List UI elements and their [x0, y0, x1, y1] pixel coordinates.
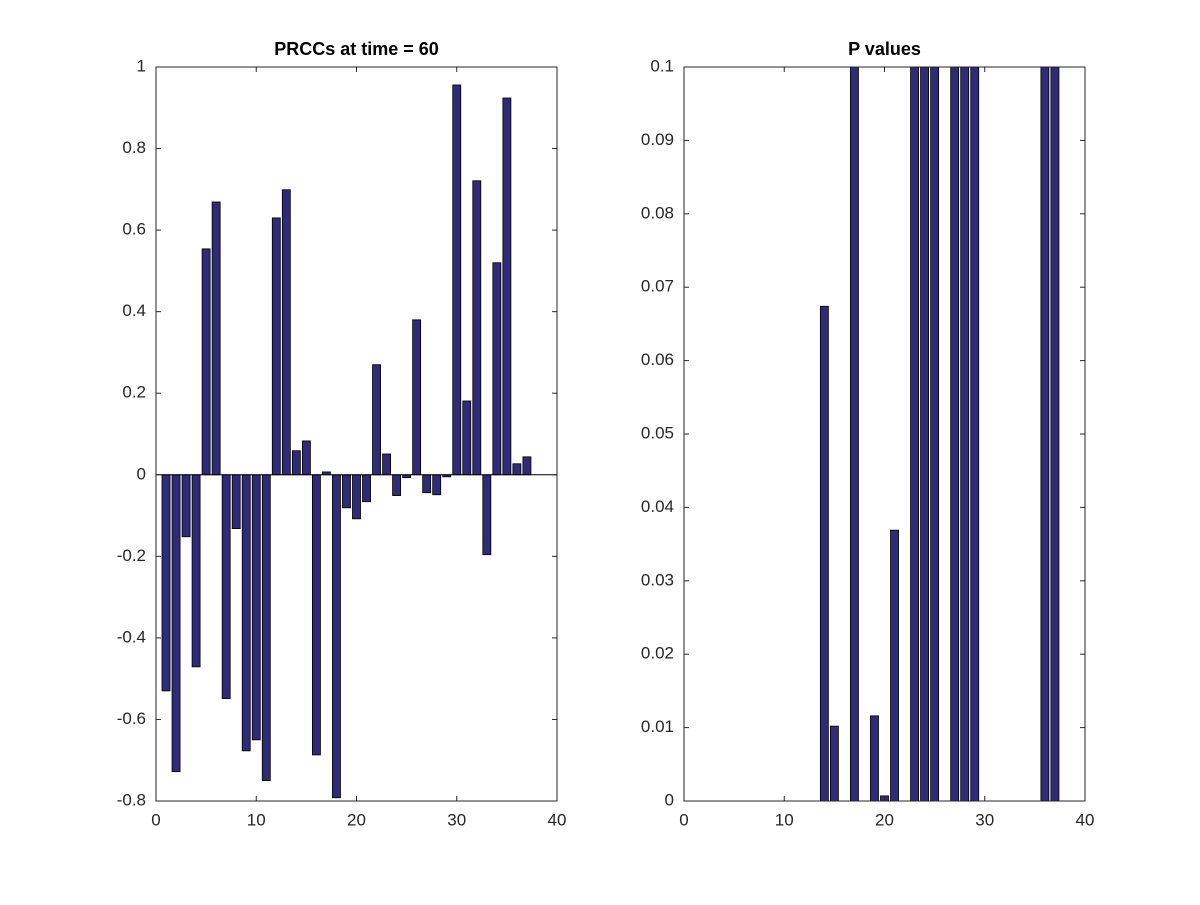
x-tick-label: 30	[447, 810, 466, 829]
bar	[472, 180, 482, 476]
bar	[311, 474, 321, 756]
y-tick-label: 0.4	[122, 301, 146, 320]
bar	[970, 67, 980, 801]
bar	[482, 474, 492, 556]
bar	[829, 725, 839, 801]
bar	[171, 474, 181, 773]
bar	[301, 440, 311, 476]
y-tick-label: 0	[137, 464, 146, 483]
bar	[352, 474, 361, 520]
x-tick-label: 30	[975, 810, 994, 829]
bar	[231, 474, 241, 530]
y-tick-label: 0.02	[641, 644, 674, 663]
bar	[362, 474, 371, 503]
y-tick-label: 0.05	[641, 423, 674, 442]
bar	[211, 201, 221, 476]
bar	[181, 474, 191, 538]
bar	[251, 474, 261, 741]
bar	[850, 67, 859, 801]
y-tick-label: -0.8	[117, 790, 146, 809]
bars	[819, 67, 1060, 801]
y-tick-label: 0.09	[641, 130, 674, 149]
bar	[372, 364, 381, 476]
x-tick-label: 40	[548, 810, 567, 829]
bars	[161, 84, 532, 799]
bar	[422, 474, 432, 494]
y-tick-label: 0.06	[641, 350, 674, 369]
y-tick-label: 0.03	[641, 570, 674, 589]
x-tick-label: 20	[347, 810, 366, 829]
bar	[920, 67, 930, 801]
x-tick-label: 0	[679, 810, 688, 829]
bar	[161, 474, 171, 692]
bar	[1040, 67, 1050, 801]
y-tick-label: -0.4	[117, 627, 146, 646]
y-tick-label: 0.2	[122, 383, 146, 402]
chart-title: PRCCs at time = 60	[274, 39, 439, 59]
bar	[492, 262, 502, 476]
bar	[910, 67, 919, 801]
bar	[960, 67, 970, 801]
bar	[462, 400, 472, 476]
bar	[890, 529, 899, 801]
x-tick-label: 10	[775, 810, 794, 829]
bar	[950, 67, 960, 801]
y-tick-label: 0.04	[641, 497, 674, 516]
y-tick-label: 0.6	[122, 220, 146, 239]
y-tick-label: -0.6	[117, 709, 146, 728]
y-tick-label: 1	[137, 56, 146, 75]
bar	[392, 474, 402, 496]
y-tick-label: 0.07	[641, 277, 674, 296]
x-tick-label: 40	[1076, 810, 1095, 829]
y-tick-label: 0.01	[641, 717, 674, 736]
chart-title: P values	[848, 39, 921, 59]
y-tick-label: 0	[665, 790, 674, 809]
bar	[522, 456, 532, 476]
bar	[412, 319, 422, 476]
bar	[342, 474, 351, 509]
bar	[930, 67, 940, 801]
bar	[432, 474, 442, 496]
x-tick-label: 0	[151, 810, 160, 829]
y-tick-label: -0.2	[117, 546, 146, 565]
bar	[191, 474, 201, 668]
y-tick-label: 0.08	[641, 203, 674, 222]
bar	[281, 189, 291, 476]
y-tick-label: 0.1	[650, 56, 674, 75]
bar	[870, 715, 879, 801]
bar	[261, 474, 271, 782]
bar	[291, 450, 301, 476]
y-tick-label: 0.8	[122, 138, 146, 157]
bar	[502, 97, 512, 476]
x-tick-label: 10	[247, 810, 266, 829]
bar	[332, 474, 341, 799]
bar	[201, 248, 211, 476]
bar	[819, 305, 829, 801]
bar	[271, 217, 281, 476]
bar	[241, 474, 251, 752]
bar	[452, 84, 462, 476]
bar	[512, 463, 522, 476]
bar	[221, 474, 231, 700]
bar	[382, 453, 391, 476]
axes-background	[684, 67, 1085, 801]
x-tick-label: 20	[875, 810, 894, 829]
bar	[1050, 67, 1060, 801]
